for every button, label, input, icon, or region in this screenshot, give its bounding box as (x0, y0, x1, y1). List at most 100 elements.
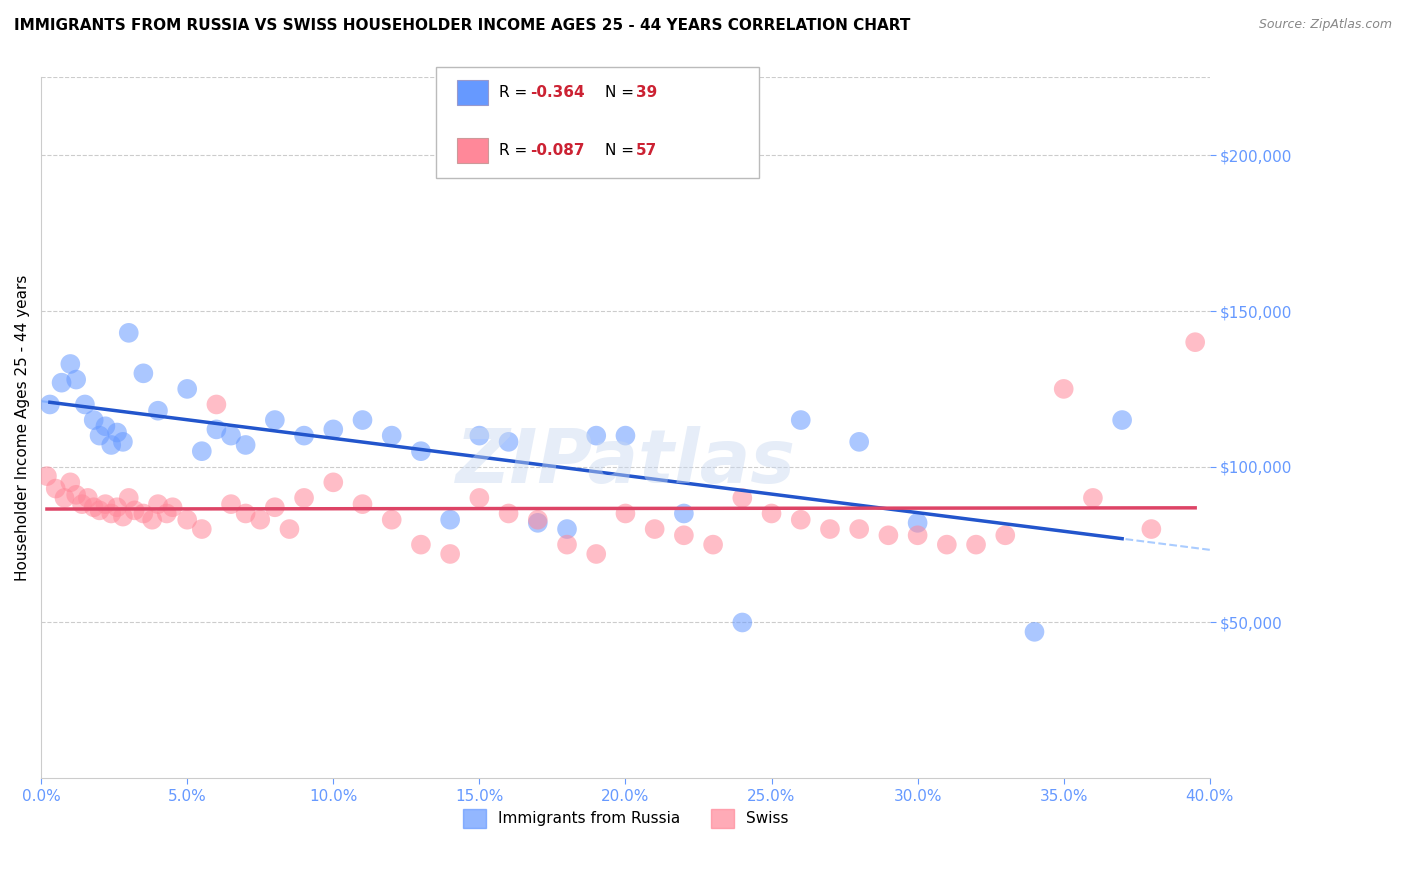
Point (83, 413, 105, 427)
Point (818, 522, 841, 536)
Point (644, 522, 666, 536)
Point (585, 547, 607, 561)
Point (322, 422, 344, 436)
Text: 39: 39 (636, 86, 657, 100)
Point (614, 507, 637, 521)
Point (848, 434, 870, 449)
Point (672, 528, 695, 542)
Point (702, 538, 724, 552)
Text: R =: R = (499, 144, 533, 158)
Point (53, 491, 76, 505)
Point (292, 428, 315, 442)
Text: R =: R = (499, 86, 533, 100)
Point (527, 513, 550, 527)
Point (65, 488, 87, 502)
Point (141, 513, 163, 527)
Point (907, 516, 929, 530)
Point (263, 500, 285, 515)
Point (409, 444, 432, 458)
Point (191, 522, 214, 536)
Point (381, 513, 404, 527)
Point (409, 538, 432, 552)
Point (468, 428, 491, 442)
Point (614, 428, 637, 442)
Point (555, 522, 578, 536)
Point (527, 516, 550, 530)
Point (45, 482, 67, 496)
Point (105, 500, 128, 515)
Point (205, 397, 228, 411)
Point (59, 475, 82, 490)
Point (191, 444, 214, 458)
Point (235, 438, 257, 452)
Point (235, 507, 257, 521)
Text: N =: N = (605, 144, 638, 158)
Point (205, 422, 228, 436)
Point (176, 513, 198, 527)
Point (249, 513, 271, 527)
Point (439, 513, 461, 527)
Point (105, 425, 128, 440)
Point (94, 497, 117, 511)
Point (1053, 382, 1076, 396)
Text: Source: ZipAtlas.com: Source: ZipAtlas.com (1258, 18, 1392, 31)
Point (352, 413, 374, 427)
Point (790, 413, 813, 427)
Point (994, 528, 1017, 542)
Point (672, 507, 695, 521)
Point (1111, 413, 1133, 427)
Point (89, 428, 111, 442)
Point (89, 503, 111, 517)
Point (111, 509, 134, 524)
Point (555, 538, 578, 552)
Point (51, 376, 73, 390)
Text: IMMIGRANTS FROM RUSSIA VS SWISS HOUSEHOLDER INCOME AGES 25 - 44 YEARS CORRELATIO: IMMIGRANTS FROM RUSSIA VS SWISS HOUSEHOL… (14, 18, 911, 33)
Point (38, 397, 60, 411)
Point (1081, 491, 1104, 505)
Point (124, 503, 146, 517)
Point (118, 491, 141, 505)
Point (292, 491, 315, 505)
Point (59, 357, 82, 371)
Point (132, 367, 155, 381)
Point (219, 428, 242, 442)
Point (100, 507, 122, 521)
Point (439, 547, 461, 561)
Point (162, 500, 184, 515)
Point (156, 507, 179, 521)
Point (176, 382, 198, 396)
Text: -0.364: -0.364 (530, 86, 585, 100)
Point (731, 615, 754, 630)
Point (94, 419, 117, 434)
Point (381, 428, 404, 442)
Point (790, 513, 813, 527)
Point (35, 469, 58, 483)
Point (118, 326, 141, 340)
Point (111, 434, 134, 449)
Point (73, 397, 96, 411)
Point (70, 497, 93, 511)
Text: 57: 57 (636, 144, 657, 158)
Point (731, 491, 754, 505)
Point (132, 507, 155, 521)
Point (146, 403, 169, 417)
Point (498, 507, 520, 521)
Point (848, 522, 870, 536)
Point (278, 522, 301, 536)
Point (935, 538, 957, 552)
Point (907, 528, 929, 542)
Point (498, 434, 520, 449)
Text: ZIPatlas: ZIPatlas (456, 426, 796, 500)
Point (322, 475, 344, 490)
Point (65, 373, 87, 387)
Point (352, 497, 374, 511)
Point (83, 500, 105, 515)
Point (585, 428, 607, 442)
Point (76, 491, 98, 505)
Text: N =: N = (605, 86, 638, 100)
Text: -0.087: -0.087 (530, 144, 585, 158)
Point (1024, 624, 1046, 639)
Legend: Immigrants from Russia, Swiss: Immigrants from Russia, Swiss (457, 803, 794, 834)
Point (877, 528, 900, 542)
Point (761, 507, 783, 521)
